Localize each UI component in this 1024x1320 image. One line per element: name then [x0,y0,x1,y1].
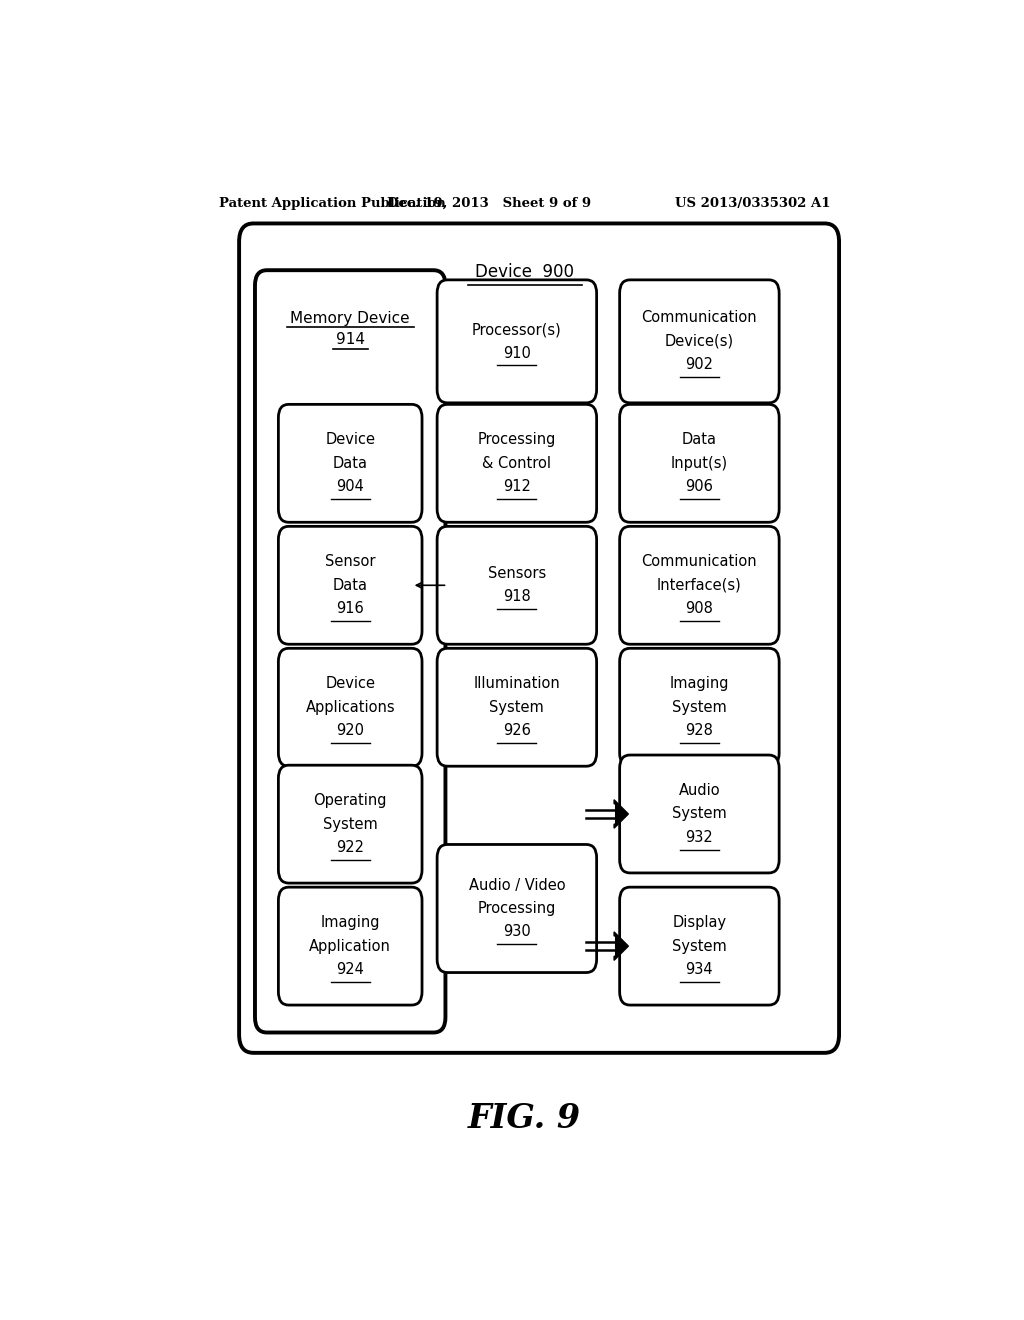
Text: Patent Application Publication: Patent Application Publication [219,197,446,210]
FancyBboxPatch shape [279,766,422,883]
Text: 918: 918 [503,590,530,605]
Text: Input(s): Input(s) [671,455,728,471]
Text: Processor(s): Processor(s) [472,322,562,337]
Text: Imaging: Imaging [670,676,729,692]
FancyArrow shape [614,800,629,828]
Text: FIG. 9: FIG. 9 [468,1102,582,1135]
FancyBboxPatch shape [437,648,597,766]
Text: US 2013/0335302 A1: US 2013/0335302 A1 [675,197,830,210]
Text: Device(s): Device(s) [665,334,734,348]
FancyBboxPatch shape [437,527,597,644]
Text: Data: Data [333,578,368,593]
Text: Sensors: Sensors [487,566,546,581]
Text: 926: 926 [503,723,530,738]
FancyBboxPatch shape [279,527,422,644]
Text: 902: 902 [685,358,714,372]
Text: Memory Device: Memory Device [291,312,410,326]
Text: Data: Data [682,433,717,447]
FancyBboxPatch shape [255,271,445,1032]
Text: 934: 934 [686,962,713,977]
Text: Illumination: Illumination [473,676,560,692]
Text: Communication: Communication [642,310,757,326]
Text: 930: 930 [503,924,530,940]
Text: System: System [489,700,544,714]
FancyBboxPatch shape [437,280,597,403]
Text: 914: 914 [336,331,365,347]
Text: Communication: Communication [642,554,757,569]
Text: System: System [323,817,378,832]
Text: 916: 916 [336,601,365,616]
FancyArrow shape [614,932,629,961]
FancyBboxPatch shape [620,280,779,403]
Text: 922: 922 [336,840,365,855]
Text: 904: 904 [336,479,365,494]
Text: 908: 908 [685,601,714,616]
Text: Audio: Audio [679,783,720,799]
Text: Application: Application [309,939,391,953]
Text: 928: 928 [685,723,714,738]
FancyBboxPatch shape [279,648,422,766]
Text: 910: 910 [503,346,530,360]
Text: System: System [672,939,727,953]
Text: 912: 912 [503,479,530,494]
Text: System: System [672,807,727,821]
Text: 924: 924 [336,962,365,977]
FancyBboxPatch shape [437,845,597,973]
Text: Device  900: Device 900 [475,263,574,281]
Text: 932: 932 [685,830,714,845]
Text: Audio / Video: Audio / Video [469,878,565,892]
Text: Device: Device [326,676,375,692]
FancyBboxPatch shape [620,887,779,1005]
FancyBboxPatch shape [620,755,779,873]
Text: Processing: Processing [477,902,556,916]
Text: 920: 920 [336,723,365,738]
FancyBboxPatch shape [240,223,839,1053]
FancyBboxPatch shape [279,404,422,523]
Text: Interface(s): Interface(s) [657,578,741,593]
FancyBboxPatch shape [620,527,779,644]
FancyBboxPatch shape [437,404,597,523]
Text: Display: Display [673,915,726,931]
Text: Applications: Applications [305,700,395,714]
Text: Processing: Processing [477,433,556,447]
Text: & Control: & Control [482,455,551,471]
Text: Data: Data [333,455,368,471]
Text: System: System [672,700,727,714]
FancyBboxPatch shape [620,404,779,523]
Text: Sensor: Sensor [325,554,376,569]
FancyBboxPatch shape [279,887,422,1005]
Text: 906: 906 [685,479,714,494]
Text: Dec. 19, 2013   Sheet 9 of 9: Dec. 19, 2013 Sheet 9 of 9 [387,197,591,210]
Text: Imaging: Imaging [321,915,380,931]
FancyBboxPatch shape [620,648,779,766]
Text: Operating: Operating [313,793,387,808]
Text: Device: Device [326,433,375,447]
